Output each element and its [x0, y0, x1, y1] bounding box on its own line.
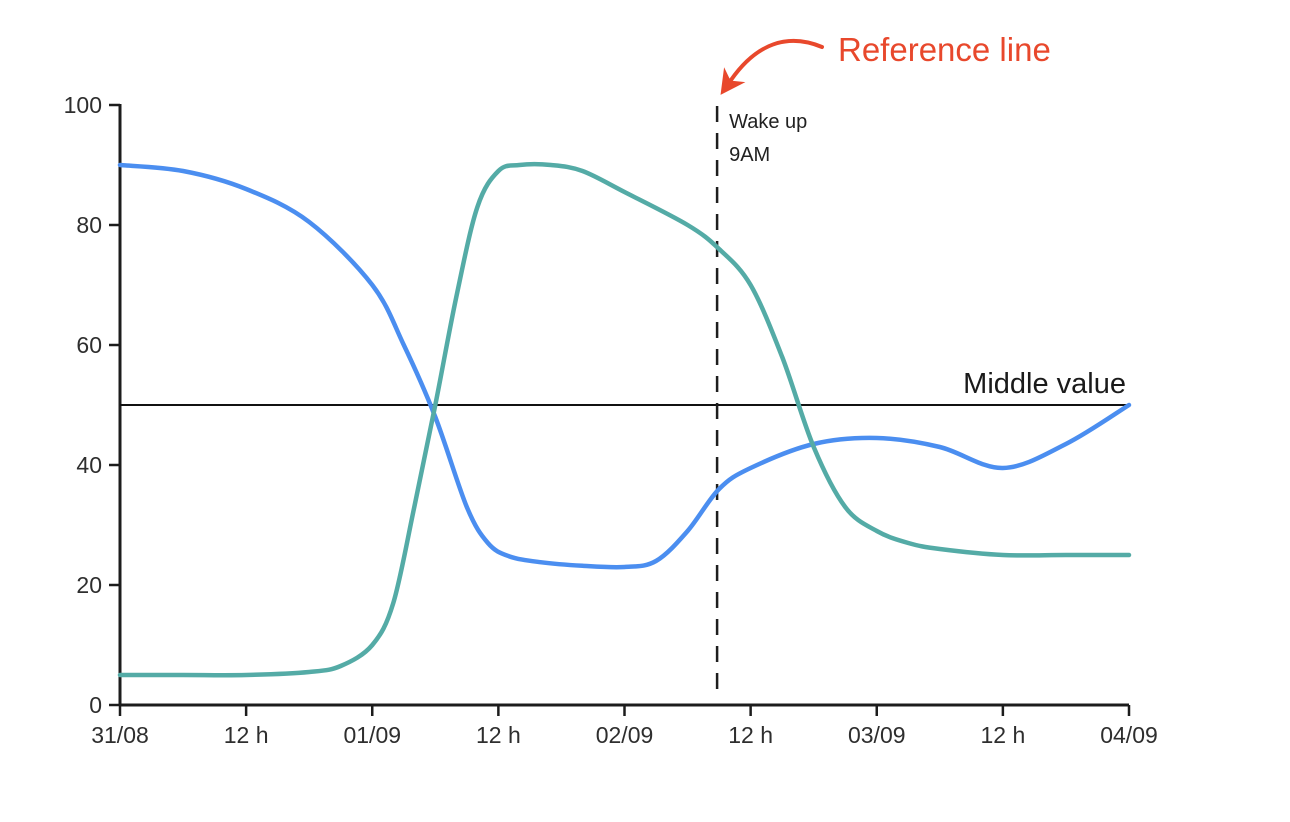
wakeup-label-line2: 9AM	[729, 144, 770, 166]
y-tick-label: 0	[89, 692, 102, 718]
y-tick-label: 100	[64, 92, 102, 118]
x-tick-label: 12 h	[476, 722, 521, 748]
x-axis: 31/08 12 h 01/09 12 h 02/09 12 h 03/09 12 h 04/0…	[91, 703, 1158, 748]
series-group	[117, 162, 1132, 678]
x-tick-label: 12 h	[728, 722, 773, 748]
y-ticks-group: 0 20 40 60 80 100	[64, 92, 120, 718]
x-tick-label: 31/08	[91, 722, 149, 748]
x-tick-label: 01/09	[343, 722, 401, 748]
reference-arrow-icon	[720, 38, 824, 95]
x-tick-label: 12 h	[980, 722, 1025, 748]
middle-value-label: Middle value	[963, 368, 1126, 400]
x-tick-label: 03/09	[848, 722, 906, 748]
wakeup-label-line1: Wake up	[729, 111, 807, 133]
series-line-teal	[117, 162, 1132, 678]
x-tick-label: 02/09	[596, 722, 654, 748]
x-tick-label: 04/09	[1100, 722, 1158, 748]
x-tick-label: 12 h	[224, 722, 269, 748]
series-line-blue	[117, 162, 1132, 570]
y-tick-label: 80	[76, 212, 102, 238]
y-tick-label: 60	[76, 332, 102, 358]
x-ticks-group: 31/08 12 h 01/09 12 h 02/09 12 h 03/09 12 h 04/0…	[91, 705, 1158, 748]
y-tick-label: 20	[76, 572, 102, 598]
y-tick-label: 40	[76, 452, 102, 478]
reference-line-annotation: Reference line	[838, 31, 1051, 68]
y-axis: 0 20 40 60 80 100	[64, 92, 122, 718]
